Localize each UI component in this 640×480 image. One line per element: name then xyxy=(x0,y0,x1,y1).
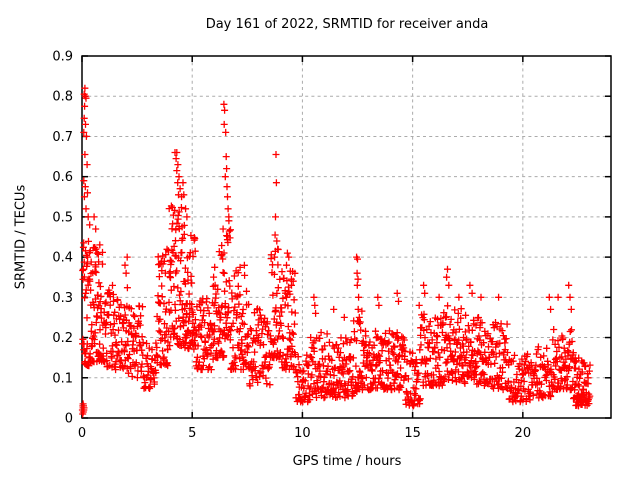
data-points xyxy=(78,84,594,418)
y-tick-label: 0.8 xyxy=(52,90,73,105)
y-tick-label: 0.4 xyxy=(52,251,73,266)
y-tick-label: 0.6 xyxy=(52,170,73,185)
x-axis-label: GPS time / hours xyxy=(292,454,402,469)
plot-border xyxy=(81,55,612,419)
y-tick-label: 0.9 xyxy=(52,50,73,65)
y-tick-label: 0.1 xyxy=(52,371,73,386)
x-tick-label: 10 xyxy=(294,426,311,441)
y-tick-label: 0.2 xyxy=(52,331,73,346)
x-tick-label: 0 xyxy=(78,426,86,441)
x-tick-label: 20 xyxy=(515,426,532,441)
y-tick-label: 0.7 xyxy=(52,130,73,145)
y-tick-label: 0.5 xyxy=(52,210,73,225)
y-tick-labels: 0 0.1 0.2 0.3 0.4 0.5 0.6 0.7 0.8 0.9 xyxy=(52,50,73,427)
x-tick-labels: 0 5 10 15 20 xyxy=(78,426,531,441)
chart-title: Day 161 of 2022, SRMTID for receiver and… xyxy=(205,17,489,32)
y-tick-label: 0.3 xyxy=(52,291,73,306)
x-tick-label: 15 xyxy=(404,426,421,441)
x-tick-label: 5 xyxy=(188,426,196,441)
y-tick-label: 0 xyxy=(65,412,73,427)
